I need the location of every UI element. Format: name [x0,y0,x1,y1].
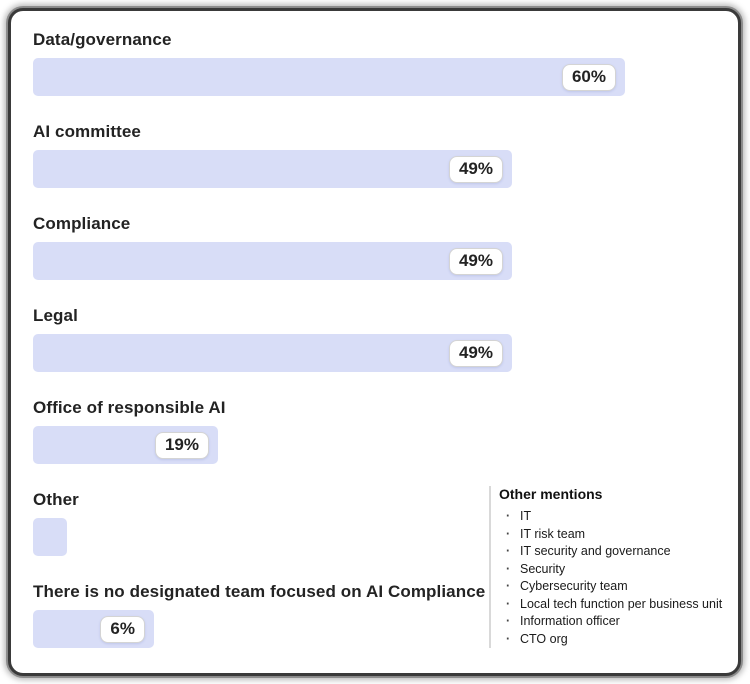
bar-row: Data/governance 60% [33,30,738,96]
category-label: AI committee [33,122,141,141]
mention-item: · IT security and governance [499,543,750,561]
mention-item-label: IT security and governance [520,544,671,558]
bar: 49% [33,334,512,372]
bar-row: Compliance 49% [33,214,738,280]
category-label: There is no designated team focused on A… [33,582,486,601]
bar: 60% [33,58,625,96]
mention-item: · CTO org [499,631,750,649]
category-label: Data/governance [33,30,172,49]
category-label: Other [33,490,79,509]
mention-item: · Cybersecurity team [499,578,750,596]
bullet-icon: · [506,614,511,628]
bar: 49% [33,242,512,280]
other-mentions-panel: Other mentions · IT · IT risk team · IT secur… [489,486,750,648]
mention-item-label: CTO org [520,631,568,646]
bullet-icon: · [506,631,511,646]
bar-row: There is no designated team focused on A… [33,582,738,648]
other-mentions-list: · IT · IT risk team · IT security and governa… [499,508,750,648]
bullet-icon: · [506,579,511,593]
chart-content: Data/governance 60% AI committee 49% Complia… [11,11,738,673]
bullet-icon: · [506,596,511,611]
mention-item: · IT risk team [499,526,750,544]
mention-item-label: Local tech function per business unit [520,596,723,611]
value-chip: 6% [100,615,145,643]
bar [33,518,67,556]
mention-item: · Security [499,561,750,579]
mention-item-label: Cybersecurity team [520,579,628,593]
mention-item: · Local tech function per business unit [499,596,750,614]
value-chip: 49% [448,339,503,367]
bar-row: Office of responsible AI 19% [33,398,738,464]
bullet-icon: · [506,509,511,523]
bullet-icon: · [506,526,511,541]
bar: 6% [33,610,154,648]
value-chip: 19% [154,431,209,459]
mention-item: · Information officer [499,613,750,631]
bar-row: AI committee 49% [33,122,738,188]
bullet-icon: · [506,561,511,576]
bullet-icon: · [506,544,511,558]
mention-item-label: IT [520,509,532,523]
mention-item-label: Security [520,561,566,576]
category-label: Legal [33,306,78,325]
value-chip: 49% [448,247,503,275]
bar: 19% [33,426,218,464]
category-label: Office of responsible AI [33,398,226,417]
bar-rows: Data/governance 60% AI committee 49% Complia… [33,30,738,648]
chart-card: Data/governance 60% AI committee 49% Complia… [8,8,741,676]
mention-item-label: IT risk team [520,526,586,541]
bar: 49% [33,150,512,188]
category-label: Compliance [33,214,131,233]
mention-item: · IT [499,508,750,526]
value-chip: 49% [448,155,503,183]
other-mentions-title: Other mentions [499,486,603,502]
value-chip: 60% [561,63,616,91]
mention-item-label: Information officer [520,614,620,628]
bar-row: Other [33,490,738,556]
bar-row: Legal 49% [33,306,738,372]
